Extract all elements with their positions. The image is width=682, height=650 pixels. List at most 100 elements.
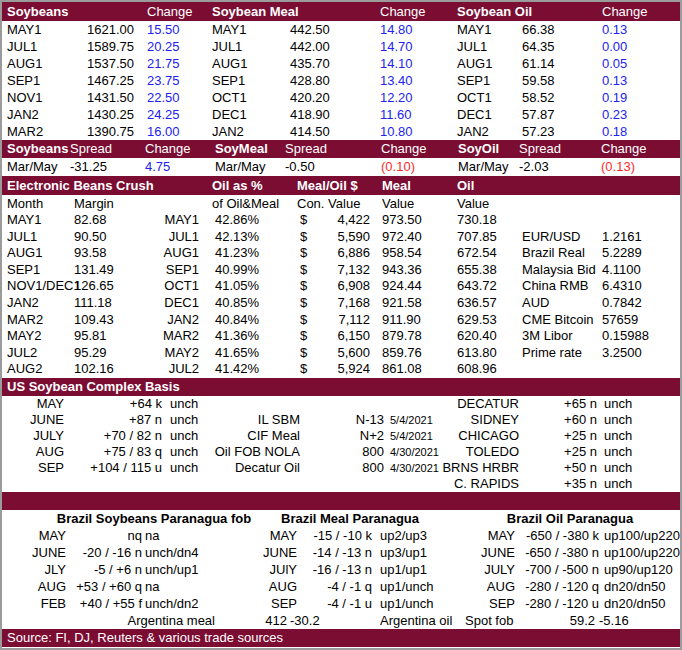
argentina-meal-value: 412: [232, 612, 287, 629]
brazil-meal-basis: -4 / -1 q: [297, 578, 372, 595]
brazil-soybeans-title: Brazil Soybeans Paranagua fob: [42, 510, 266, 527]
crush-margin: 93.58: [74, 245, 107, 262]
oil-pct-header: Oil as %: [212, 176, 263, 195]
location-change: unch: [604, 396, 632, 412]
soybeans-change: 24.25: [147, 106, 180, 123]
soymeal-spread-change: (0.10): [381, 158, 415, 176]
soybeans-price: 1390.75: [87, 123, 134, 140]
basis-row: JULY +70 / 82 n unch CIF Meal N+2 5/4/20…: [2, 428, 680, 444]
con-value: 6,150: [302, 328, 370, 345]
location-label: TOLEDO: [422, 444, 519, 460]
crush-contract: JAN2: [142, 312, 199, 329]
basis-change: unch: [170, 412, 198, 428]
fx-value: 3.2500: [602, 345, 642, 362]
oil-header: Oil: [457, 176, 474, 195]
basis-month: JUNE: [2, 412, 64, 428]
con-value: 5,600: [302, 345, 370, 362]
brazil-meal-change: up1/up1: [380, 561, 427, 578]
crush-row: MAY2 95.81 MAR2 41.36% $ 6,150 879.78 62…: [2, 328, 680, 345]
brazil-soybeans-month: JUNE: [2, 544, 66, 561]
soymeal-price: 418.90: [290, 106, 330, 123]
brazil-meal-change: up1/unch: [380, 595, 434, 612]
quote-row: JAN2 1430.25 24.25 DEC1 418.90 11.60 DEC…: [2, 106, 680, 123]
brazil-meal-month: AUG: [252, 578, 297, 595]
mid-value: N+2: [302, 428, 384, 444]
location-label: CHICAGO: [422, 428, 519, 444]
crush-row: AUG2 102.16 JUL2 41.42% $ 5,924 861.08 6…: [2, 361, 680, 378]
soybeans-spread-months: Mar/May: [7, 158, 58, 176]
soymeal-contract: JAN2: [212, 123, 244, 140]
soybeans-contract: NOV1: [7, 89, 42, 106]
basis-value: +104 / 115 u: [64, 460, 162, 476]
soyoil-contract: OCT1: [457, 89, 492, 106]
soymeal-price: 435.70: [290, 55, 330, 72]
brazil-oil-title: Brazil Oil Paranagua: [462, 510, 678, 527]
crush-header-bar: Electronic Beans Crush Oil as % Meal/Oil…: [2, 176, 680, 195]
brazil-oil-basis: -700 / -500 n: [515, 561, 599, 578]
brazil-oil-change: up90/up120: [604, 561, 673, 578]
location-label: C. RAPIDS: [422, 476, 519, 492]
brazil-meal-change: up2/up3: [380, 527, 427, 544]
mid-label: IL SBM: [197, 412, 300, 428]
brazil-row: AUG +53 / +60 q na AUG -4 / -1 q up1/unc…: [2, 578, 680, 595]
mid-label: Decatur Oil: [197, 460, 300, 476]
argentina-meal-label: Argentina meal: [2, 612, 215, 629]
location-basis: +35 n: [519, 476, 597, 492]
quotes-table: MAY1 1621.00 15.50 MAY1 442.50 14.80 MAY…: [2, 21, 680, 140]
spread-label: Spread: [519, 140, 561, 158]
brazil-soybeans-basis: -5 / +6 n: [66, 561, 142, 578]
con-value: 5,924: [302, 361, 370, 378]
soyoil-change: 0.00: [602, 38, 627, 55]
soybeans-contract: JAN2: [7, 106, 39, 123]
crush-row: JUL2 95.29 MAY2 41.65% $ 5,600 859.76 61…: [2, 345, 680, 362]
fx-value: 4.1100: [602, 262, 641, 279]
brazil-meal-month: MAY: [252, 527, 297, 544]
oil-value-label: Value: [457, 195, 489, 212]
soyoil-change: 0.18: [602, 123, 627, 140]
brazil-meal-change: up1/unch: [380, 578, 434, 595]
soybeans-price: 1537.50: [87, 55, 134, 72]
oil-value: 707.85: [457, 229, 497, 246]
soybeans-price: 1621.00: [87, 21, 134, 38]
soyoil-contract: AUG1: [457, 55, 492, 72]
soyoil-price: 59.58: [522, 72, 555, 89]
soybeans-price: 1431.50: [87, 89, 134, 106]
crush-month: AUG2: [7, 361, 42, 378]
quote-row: MAR2 1390.75 16.00 JAN2 414.50 10.80 JAN…: [2, 123, 680, 140]
brazil-oil-basis: -650 / -380 n: [515, 544, 599, 561]
oil-value: 730.18: [457, 212, 497, 229]
basis-month: SEP: [2, 460, 64, 476]
brazil-oil-change: up100/up220: [604, 527, 680, 544]
location-basis: +60 n: [519, 412, 597, 428]
soyoil-change-header: Change: [602, 2, 648, 21]
oil-percent: 42.13%: [215, 229, 259, 246]
soymeal-spread-header: SoyMeal: [215, 140, 268, 158]
con-value-label: Con. Value: [297, 195, 360, 212]
crush-row: JUL1 90.50 JUL1 42.13% $ 5,590 972.40 70…: [2, 229, 680, 246]
crush-title: Electronic Beans Crush: [7, 176, 154, 195]
basis-row: AUG +75 / 83 q unch Oil FOB NOLA 800 4/3…: [2, 444, 680, 460]
brazil-soybeans-change: unch/dn2: [145, 595, 199, 612]
soybeans-change: 21.75: [147, 55, 180, 72]
brazil-titles-row: Brazil Soybeans Paranagua fob Brazil Mea…: [2, 510, 680, 527]
soybeans-change: 20.25: [147, 38, 180, 55]
crush-month: MAR2: [7, 312, 43, 329]
location-change: unch: [604, 428, 632, 444]
spread-row: Mar/May -31.25 4.75 Mar/May -0.50 (0.10)…: [2, 158, 680, 176]
crush-month: JUL1: [7, 229, 37, 246]
oil-percent: 41.65%: [215, 345, 259, 362]
brazil-soybeans-month: FEB: [2, 595, 66, 612]
crush-row: SEP1 131.49 SEP1 40.99% $ 7,132 943.36 6…: [2, 262, 680, 279]
crush-margin: 131.49: [74, 262, 114, 279]
location-basis: +25 n: [519, 428, 597, 444]
oil-percent: 41.05%: [215, 278, 259, 295]
brazil-meal-month: SEP: [252, 595, 297, 612]
crush-contract: JUL2: [142, 361, 199, 378]
soybeans-change-header: Change: [147, 2, 193, 21]
quote-row: NOV1 1431.50 22.50 OCT1 420.20 12.20 OCT…: [2, 89, 680, 106]
soymeal-price: 420.20: [290, 89, 330, 106]
soymeal-change: 10.80: [380, 123, 413, 140]
crush-row: MAY1 82.68 MAY1 42.86% $ 4,422 973.50 73…: [2, 212, 680, 229]
crush-month: JUL2: [7, 345, 37, 362]
soybeans-contract: SEP1: [7, 72, 40, 89]
